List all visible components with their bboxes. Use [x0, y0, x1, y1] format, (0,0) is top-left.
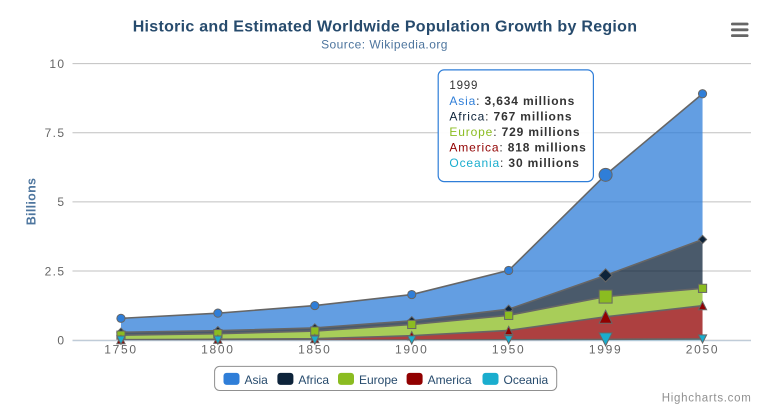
svg-text:America: 818 millions: America: 818 millions	[449, 140, 586, 154]
svg-text:Billions: Billions	[25, 178, 39, 226]
svg-text:1800: 1800	[201, 343, 235, 357]
svg-text:1850: 1850	[298, 343, 332, 357]
svg-text:Oceania: 30 millions: Oceania: 30 millions	[449, 156, 579, 170]
svg-text:Europe: Europe	[359, 373, 398, 387]
svg-text:1950: 1950	[492, 343, 526, 357]
svg-text:Africa: Africa	[298, 373, 329, 387]
svg-text:1900: 1900	[395, 343, 429, 357]
svg-text:1750: 1750	[104, 343, 138, 357]
svg-text:1999: 1999	[589, 343, 623, 357]
svg-text:10: 10	[49, 57, 65, 71]
svg-text:Europe: 729 millions: Europe: 729 millions	[449, 125, 580, 139]
svg-text:Source: Wikipedia.org: Source: Wikipedia.org	[321, 38, 448, 52]
svg-text:Asia: 3,634 millions: Asia: 3,634 millions	[449, 94, 575, 108]
svg-text:Highcharts.com: Highcharts.com	[662, 393, 752, 405]
svg-text:Oceania: Oceania	[504, 373, 549, 387]
svg-text:Asia: Asia	[245, 373, 269, 387]
svg-text:2050: 2050	[686, 343, 720, 357]
svg-text:1999: 1999	[449, 80, 478, 92]
svg-text:America: America	[428, 373, 472, 387]
svg-text:7.5: 7.5	[45, 126, 66, 140]
svg-text:0: 0	[57, 334, 65, 348]
svg-text:5: 5	[57, 195, 65, 209]
svg-text:2.5: 2.5	[45, 264, 66, 278]
svg-text:Historic and Estimated Worldwi: Historic and Estimated Worldwide Populat…	[133, 19, 638, 36]
svg-text:Africa: 767 millions: Africa: 767 millions	[449, 110, 572, 124]
